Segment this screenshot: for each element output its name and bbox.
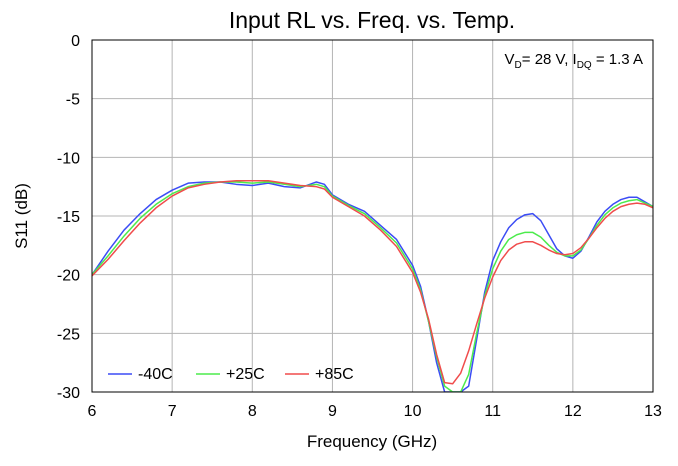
y-axis-ticks: 0 -5 -10 -15 -20 -25 -30 xyxy=(57,33,80,402)
x-tick-label: 7 xyxy=(168,403,177,420)
y-tick-label: -10 xyxy=(57,150,80,167)
x-tick-label: 9 xyxy=(328,403,337,420)
bias-annotation-text: VD= 28 V, IDQ = 1.3 A xyxy=(505,51,643,71)
series-line-3 xyxy=(92,180,653,385)
x-tick-label: 8 xyxy=(248,403,257,420)
legend-label-1: -40C xyxy=(138,366,173,383)
legend-label-3: +85C xyxy=(315,366,354,383)
x-tick-label: 10 xyxy=(404,403,422,420)
y-axis-label: S11 (dB) xyxy=(12,183,31,249)
x-tick-label: 6 xyxy=(88,403,97,420)
bias-annotation-part: V xyxy=(505,51,515,68)
plot-frame xyxy=(91,39,654,393)
bias-annotation-part: D xyxy=(515,60,522,71)
legend: -40C +25C +85C xyxy=(108,366,354,383)
y-tick-label: -30 xyxy=(57,385,80,402)
x-axis-ticks: 6 7 8 9 10 11 12 13 xyxy=(88,403,662,420)
x-axis-label: Frequency (GHz) xyxy=(307,432,437,451)
series-lines xyxy=(92,180,653,392)
y-tick-label: 0 xyxy=(71,33,80,50)
x-tick-label: 13 xyxy=(644,403,662,420)
y-tick-label: -15 xyxy=(57,209,80,226)
bias-annotation-part: = 1.3 A xyxy=(592,51,643,68)
x-tick-label: 11 xyxy=(484,403,501,420)
y-tick-label: -25 xyxy=(57,326,80,343)
bias-annotation-part: DQ xyxy=(577,60,592,71)
bias-annotation: VD= 28 V, IDQ = 1.3 A xyxy=(505,51,643,71)
y-tick-label: -20 xyxy=(57,268,80,285)
legend-label-2: +25C xyxy=(226,366,265,383)
bias-annotation-part: = 28 V, I xyxy=(522,51,577,68)
x-tick-label: 12 xyxy=(564,403,582,420)
y-tick-label: -5 xyxy=(66,92,80,109)
chart-title: Input RL vs. Freq. vs. Temp. xyxy=(229,7,515,33)
